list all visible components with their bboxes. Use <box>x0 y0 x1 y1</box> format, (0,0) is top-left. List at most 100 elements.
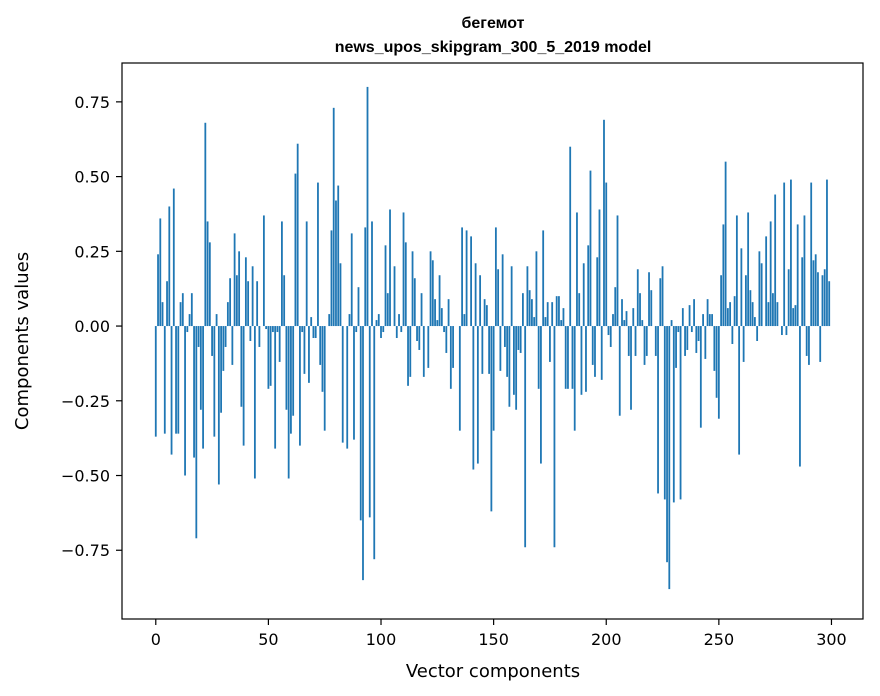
bar-185 <box>571 326 574 389</box>
bar-22 <box>204 122 207 327</box>
y-tick-label: 0.50 <box>74 168 110 187</box>
bar-180 <box>560 320 563 327</box>
bar-196 <box>596 257 599 327</box>
bar-60 <box>290 326 292 434</box>
bar-169 <box>535 251 538 327</box>
bar-103 <box>386 293 389 327</box>
bar-233 <box>679 326 682 500</box>
bar-78 <box>330 230 333 327</box>
bar-205 <box>616 215 619 327</box>
bar-107 <box>395 326 398 339</box>
bar-31 <box>224 326 227 347</box>
bar-268 <box>758 251 761 327</box>
bar-121 <box>427 326 430 368</box>
bar-242 <box>699 326 702 428</box>
bar-101 <box>382 326 385 333</box>
bar-41 <box>247 281 250 327</box>
bar-150 <box>492 326 495 431</box>
bar-15 <box>188 314 191 327</box>
bar-212 <box>632 308 635 327</box>
bar-175 <box>549 326 551 362</box>
bar-86 <box>348 314 351 327</box>
bar-98 <box>375 320 378 327</box>
bar-291 <box>810 182 813 327</box>
bar-26 <box>213 326 216 437</box>
bar-147 <box>485 305 488 327</box>
bar-155 <box>503 326 506 347</box>
bar-271 <box>765 236 768 327</box>
bar-137 <box>463 314 466 327</box>
bar-62 <box>294 173 297 327</box>
bar-231 <box>675 326 677 368</box>
bar-234 <box>681 308 684 327</box>
bar-249 <box>715 326 718 398</box>
plot-frame <box>121 62 864 620</box>
bar-230 <box>672 326 675 503</box>
y-tick-label: 0.00 <box>74 317 110 336</box>
bar-247 <box>711 314 713 327</box>
bar-239 <box>693 299 695 327</box>
bar-285 <box>796 224 799 327</box>
bar-83 <box>341 326 344 443</box>
bar-222 <box>654 326 657 356</box>
bar-141 <box>472 326 475 470</box>
x-tick-label: 100 <box>366 630 397 649</box>
bar-91 <box>359 326 362 521</box>
bar-164 <box>524 326 527 548</box>
bar-288 <box>803 215 806 327</box>
bar-289 <box>805 326 808 356</box>
bar-140 <box>470 236 472 327</box>
bar-269 <box>760 263 763 327</box>
bar-228 <box>668 326 671 590</box>
bar-82 <box>339 263 342 327</box>
bar-25 <box>211 326 213 356</box>
bar-290 <box>808 326 810 365</box>
bar-37 <box>238 251 241 327</box>
bar-153 <box>499 326 502 371</box>
bar-215 <box>639 293 641 327</box>
bar-235 <box>684 326 686 356</box>
bar-246 <box>708 314 711 327</box>
bar-214 <box>636 269 639 327</box>
bar-118 <box>420 293 423 327</box>
x-tick-label: 200 <box>591 630 622 649</box>
bar-33 <box>229 278 232 327</box>
bar-299 <box>828 281 831 327</box>
bar-81 <box>337 185 340 327</box>
bar-99 <box>377 314 380 327</box>
bar-294 <box>817 272 819 327</box>
bar-154 <box>501 254 504 327</box>
bar-190 <box>582 263 585 327</box>
bar-163 <box>522 293 524 327</box>
bar-6 <box>168 206 171 327</box>
bar-96 <box>371 221 373 327</box>
bar-210 <box>627 326 630 356</box>
bar-94 <box>366 86 369 327</box>
bar-283 <box>792 308 795 327</box>
bar-177 <box>553 326 556 548</box>
bar-38 <box>240 326 243 407</box>
bar-72 <box>317 182 319 327</box>
bar-259 <box>738 326 741 455</box>
bar-266 <box>753 317 756 327</box>
bar-40 <box>244 257 247 327</box>
bar-238 <box>690 326 693 333</box>
bar-58 <box>285 326 288 410</box>
bar-36 <box>235 275 238 327</box>
bar-255 <box>729 302 732 327</box>
bar-65 <box>301 326 304 333</box>
x-axis: 0 50 100 150 200 250 300 <box>151 619 847 649</box>
bar-series <box>154 86 831 590</box>
bar-106 <box>393 266 396 327</box>
bar-229 <box>670 320 673 327</box>
bar-102 <box>384 245 387 327</box>
bar-48 <box>262 215 265 327</box>
bar-211 <box>630 326 632 410</box>
bar-89 <box>355 326 358 333</box>
bar-227 <box>666 326 668 563</box>
bar-53 <box>274 326 277 449</box>
bar-23 <box>206 221 209 327</box>
bar-191 <box>585 326 587 392</box>
bar-179 <box>558 296 560 327</box>
bar-192 <box>587 245 590 327</box>
